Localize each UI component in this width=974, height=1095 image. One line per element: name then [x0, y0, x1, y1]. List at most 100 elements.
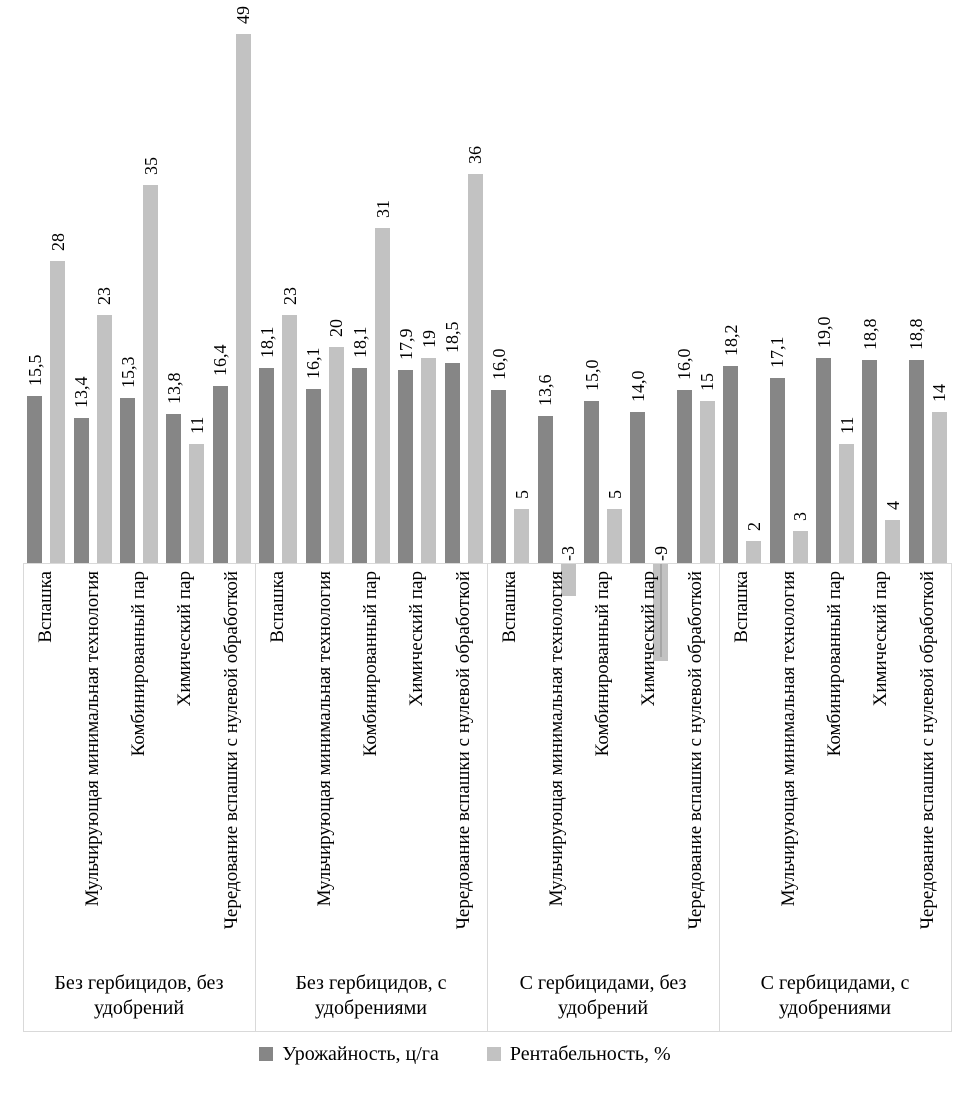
label-leader-line	[659, 564, 662, 658]
profit-bar	[699, 401, 715, 563]
yield-value-label: 16,0	[674, 348, 695, 381]
profit-value-label: 28	[47, 232, 68, 251]
profit-value-label: 23	[94, 286, 115, 305]
category-label: Чередование вспашки с нулевой обработкой	[452, 571, 474, 930]
yield-bar	[73, 418, 89, 563]
profit-value-label: 3	[790, 511, 811, 521]
yield-value-label: 19,0	[813, 316, 834, 348]
yield-bar	[816, 357, 831, 563]
yield-bar	[444, 363, 460, 563]
profit-bar	[885, 519, 901, 563]
profit-bar	[421, 357, 437, 563]
profit-value-label: -9	[650, 546, 671, 561]
category-label: Химический пар	[174, 571, 196, 707]
category-label: Комбинированный пар	[128, 571, 149, 757]
profit-value-label: 5	[511, 490, 532, 499]
category-label: Вспашка	[35, 571, 57, 643]
yield-bar	[259, 367, 275, 563]
profit-bar	[282, 314, 298, 563]
yield-bar	[723, 366, 739, 563]
profit-bar	[839, 444, 854, 563]
yield-bar	[862, 359, 878, 563]
yield-value-label: 13,6	[535, 374, 556, 407]
category-label: Мульчирующая минимальная технология	[545, 571, 567, 907]
profit-value-label: 23	[279, 286, 300, 305]
profit-bar	[792, 530, 808, 563]
yield-bar	[352, 367, 367, 563]
category-label: Комбинированный пар	[592, 571, 613, 757]
profit-bar	[328, 347, 344, 563]
profit-bar	[607, 509, 622, 563]
profit-value-label: 11	[186, 416, 207, 435]
profit-bar	[96, 314, 112, 563]
yield-value-label: 15,5	[24, 354, 45, 386]
profit-bar	[189, 444, 205, 563]
legend-item-yield: Урожайность, ц/га	[259, 1042, 439, 1066]
yield-value-label: 16,0	[488, 348, 509, 381]
yield-value-label: 15,0	[581, 359, 602, 392]
group-label: С гербицидами, с удобрениями	[760, 972, 910, 1019]
yield-value-label: 18,8	[859, 318, 880, 350]
category-label: Химический пар	[870, 571, 892, 707]
profit-value-label: 35	[140, 157, 161, 175]
yield-value-label: 17,1	[767, 336, 788, 369]
legend-label-yield: Урожайность, ц/га	[282, 1043, 439, 1065]
category-label: Мульчирующая минимальная технология	[313, 571, 335, 907]
chart-legend: Урожайность, ц/га Рентабельность, %	[0, 1042, 952, 1066]
yield-bar	[120, 397, 135, 563]
group-separator-line	[23, 563, 24, 1032]
yield-value-label: 13,4	[71, 376, 92, 409]
yield-series-swatch-icon	[259, 1047, 274, 1061]
legend-label-profit: Рентабельность, %	[509, 1043, 671, 1065]
category-label: Мульчирующая минимальная технология	[81, 571, 103, 907]
yield-bar	[537, 416, 553, 563]
category-label: Чередование вспашки с нулевой обработкой	[916, 571, 938, 930]
yield-value-label: 18,1	[256, 326, 277, 358]
profit-value-label: 2	[743, 522, 764, 532]
profit-bar	[143, 185, 158, 563]
yield-bar	[27, 395, 43, 563]
profit-value-label: 19	[418, 329, 439, 348]
profit-bar	[931, 411, 947, 563]
category-label: Комбинированный пар	[360, 571, 381, 757]
yield-value-label: 18,1	[349, 326, 370, 358]
profit-bar	[375, 228, 390, 563]
group-separator-line	[255, 563, 256, 1032]
profit-value-label: 4	[882, 500, 903, 510]
category-label: Вспашка	[267, 571, 289, 643]
yield-value-label: 13,8	[163, 372, 184, 404]
yield-value-label: 14,0	[627, 370, 648, 402]
yield-value-label: 18,5	[442, 321, 463, 354]
profit-value-label: 31	[372, 200, 393, 219]
profit-value-label: 36	[465, 146, 486, 165]
group-separator-line	[487, 563, 488, 1032]
category-label: Мульчирующая минимальная технология	[777, 571, 799, 907]
yield-value-label: 15,3	[117, 356, 138, 388]
legend-item-profit: Рентабельность, %	[486, 1042, 671, 1066]
profit-value-label: 5	[604, 490, 625, 499]
profit-bar	[514, 509, 530, 563]
category-label: Вспашка	[499, 571, 521, 643]
profit-bar	[50, 260, 66, 563]
yield-value-label: 18,2	[720, 324, 741, 357]
profit-value-label: -3	[558, 546, 579, 561]
group-label: С гербицидами, без удобрений	[519, 972, 687, 1019]
yield-bar	[769, 378, 785, 563]
profit-bar	[235, 33, 251, 563]
category-label: Чередование вспашки с нулевой обработкой	[220, 571, 242, 930]
group-separator-line	[951, 563, 952, 1032]
category-label: Вспашка	[731, 571, 753, 643]
yield-bar	[584, 401, 599, 563]
profit-bar	[746, 541, 762, 563]
yield-value-label: 17,9	[395, 328, 416, 360]
category-label: Химический пар	[406, 571, 428, 707]
profit-bar	[560, 564, 576, 597]
profit-value-label: 49	[233, 5, 254, 24]
yield-bar	[398, 369, 414, 563]
profit-bar	[467, 174, 483, 563]
category-label: Химический пар	[638, 571, 660, 707]
yield-bar	[676, 390, 692, 563]
category-label: Комбинированный пар	[824, 571, 845, 757]
